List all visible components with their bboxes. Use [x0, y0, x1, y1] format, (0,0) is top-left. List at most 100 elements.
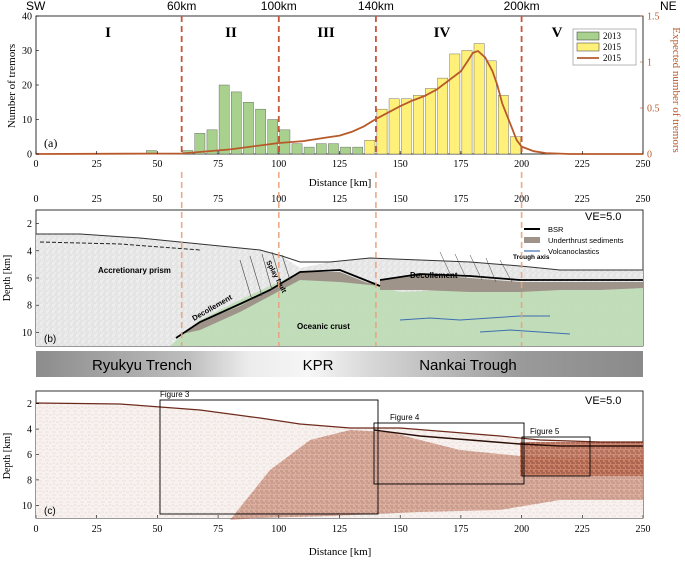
depth-tick-label-8: 8 [27, 301, 32, 312]
km-marks: 60km 100km 140km 200km [167, 0, 540, 13]
label-trough-axis: Trough axis [513, 254, 550, 261]
x-tick-label-75: 75 [213, 159, 223, 170]
x-tick-label-175: 175 [453, 194, 468, 205]
legend-swatch-2013 [576, 31, 600, 41]
y-tick-label-40: 40 [22, 12, 32, 23]
x-tick-label-200: 200 [514, 194, 529, 205]
figure-5-box [521, 436, 591, 477]
bar-2013-112.5 [303, 146, 315, 155]
x-axis-a: 0 25 50 75 100 125 150 175 200 225 250 [34, 151, 651, 170]
zone-i: I [105, 25, 111, 41]
x-tick-label-125: 125 [332, 159, 347, 170]
panel-a-label: (a) [44, 136, 57, 150]
region-kpr: KPR [303, 357, 334, 374]
y-tick-label-30: 30 [22, 46, 32, 57]
x-tick-label-50: 50 [152, 159, 162, 170]
bar-2015-147.5 [388, 98, 400, 155]
decollement-line-left [175, 269, 381, 339]
legend-2015-bar: 2015 [603, 42, 622, 52]
x-tick-label-200: 200 [514, 524, 529, 535]
y2-tick-label-0.5: 0.5 [647, 104, 660, 115]
y2-tick-label-1: 1 [647, 58, 652, 69]
bar-2015-192.5 [498, 95, 509, 155]
volcanoclastics-1 [399, 315, 550, 321]
x-tick-label-250: 250 [636, 194, 651, 205]
legend-volcanoclastics: Volcanoclastics [548, 247, 600, 256]
bar-2013-127.5 [340, 146, 351, 155]
header-ne: NE [660, 0, 677, 13]
x-tick-label-225: 225 [575, 524, 590, 535]
figure-4-label: Figure 4 [390, 413, 420, 422]
x-tick-label-75: 75 [213, 194, 223, 205]
region-ryukyu-trench: Ryukyu Trench [92, 357, 192, 374]
region-band-bg [36, 351, 643, 377]
y-axis-b: 2 4 6 8 10 [22, 219, 39, 339]
bar-2013-132.5 [352, 146, 364, 155]
x-tick-label-25: 25 [92, 159, 102, 170]
region-nankai-trough: Nankai Trough [419, 357, 517, 374]
thrust-faults [439, 251, 513, 283]
bar-2013-122.5 [328, 143, 339, 155]
bar-2015-142.5 [376, 108, 388, 155]
bar-2013-97.5 [267, 119, 279, 155]
x-tick-label-50: 50 [152, 194, 162, 205]
underthrust-right [380, 274, 643, 292]
x-tick-label-150: 150 [393, 159, 408, 170]
bar-2015-137.5 [364, 139, 376, 155]
legend-a: 2013 2015 2015 [572, 28, 637, 66]
bar-2015-152.5 [400, 98, 412, 155]
reflector-nankai [373, 429, 643, 447]
ylabel-right: Expected number of tremors [670, 27, 682, 153]
splay-faults [239, 251, 291, 301]
legend-2013: 2013 [603, 31, 622, 41]
x-tick-label-125: 125 [332, 524, 347, 535]
x-tick-label-100: 100 [271, 159, 286, 170]
figure-4-box [373, 422, 525, 485]
depth-tick-label-2: 2 [27, 219, 32, 230]
x-tick-label-100: 100 [271, 194, 286, 205]
label-oceanic-crust: Oceanic crust [297, 322, 350, 331]
bar-2013-107.5 [291, 143, 303, 155]
bar-2013-77.5 [218, 84, 230, 155]
x-tick-label-200: 200 [514, 159, 529, 170]
depth-tick-label-4: 4 [27, 246, 32, 257]
bar-2015-177.5 [461, 50, 473, 155]
bar-2013-82.5 [231, 91, 242, 155]
ve-label-c: VE=5.0 [585, 395, 621, 407]
x-tick-label-0: 0 [34, 159, 39, 170]
x-axis-c: 0 25 50 75 100 125 150 175 200 225 250 [34, 515, 651, 535]
x-tick-label-75: 75 [213, 524, 223, 535]
km-mark-60: 60km [167, 0, 196, 13]
figure-5-label: Figure 5 [530, 427, 560, 436]
bars-group [146, 43, 521, 155]
ylabel-b: Depth [km] [2, 255, 13, 301]
bar-2015-182.5 [473, 43, 485, 155]
x-tick-label-25: 25 [92, 194, 102, 205]
x-tick-label-175: 175 [453, 524, 468, 535]
figure-3-label: Figure 3 [160, 390, 190, 399]
depth-tick-label-4: 4 [27, 425, 32, 436]
bar-2013-117.5 [315, 143, 327, 155]
panel-c: Figure 3 Figure 4 Figure 5 VE=5.0 (c) 2 4… [2, 390, 651, 558]
y-tick-label-20: 20 [22, 81, 32, 92]
panel-b: 0 25 50 75 100 125 150 175 200 225 250 Accretionar… [2, 194, 651, 347]
xlabel-c: Distance [km] [309, 546, 372, 558]
legend-b: VE=5.0 BSR Underthrust sediments Volcano… [524, 211, 624, 256]
bar-2015-187.5 [485, 60, 497, 155]
legend-underthrust-swatch [524, 237, 540, 243]
seafloor-reflector [35, 402, 643, 443]
ylabel-left: Number of tremors [6, 44, 18, 128]
x-tick-label-250: 250 [636, 524, 651, 535]
decollement-line-right [379, 273, 643, 281]
km-mark-140: 140km [358, 0, 394, 13]
y2-tick-label-0: 0 [647, 150, 652, 161]
y-axis-c: 2 4 6 8 10 [22, 399, 39, 512]
km-mark-100: 100km [261, 0, 297, 13]
x-tick-label-175: 175 [453, 159, 468, 170]
label-decollement-right: Decollement [410, 271, 458, 280]
x-tick-label-150: 150 [393, 194, 408, 205]
ylabel-c: Depth [km] [2, 433, 13, 479]
legend-2015-curve: 2015 [603, 53, 622, 63]
expected-tremors-curve [35, 49, 643, 155]
